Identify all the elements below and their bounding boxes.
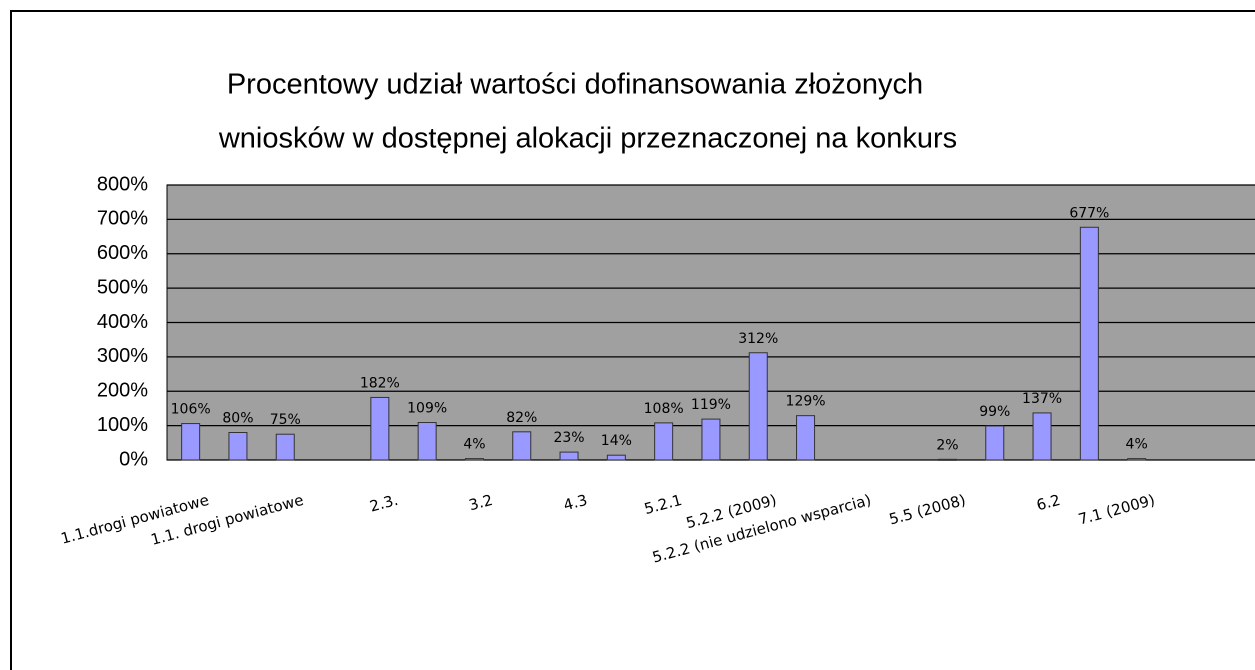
y-tick-label: 600% (97, 242, 148, 264)
bar (464, 458, 484, 461)
data-label: 129% (786, 394, 826, 410)
y-tick-label: 700% (97, 208, 148, 230)
bar (985, 425, 1005, 461)
bar (1032, 412, 1052, 461)
bar (1079, 226, 1099, 461)
data-label: 82% (506, 410, 537, 426)
data-label: 182% (360, 375, 400, 391)
bar (228, 432, 248, 461)
data-label: 4% (1126, 437, 1148, 453)
chart-title: wniosków w dostępnej alokacji przeznaczo… (218, 123, 957, 155)
data-label: 119% (691, 397, 731, 413)
bar (748, 352, 768, 461)
y-tick-label: 200% (97, 380, 148, 402)
y-tick-label: 500% (97, 276, 148, 298)
bar (654, 422, 674, 461)
bar (512, 431, 532, 461)
y-tick-label: 800% (97, 173, 148, 195)
data-label: 23% (553, 430, 584, 446)
bar (417, 422, 437, 461)
y-tick-label: 300% (97, 345, 148, 367)
data-label: 80% (222, 411, 253, 427)
chart-title: Procentowy udział wartości dofinansowani… (227, 69, 923, 101)
bar (1127, 458, 1147, 461)
x-tick-label: 4.3 (562, 491, 590, 515)
y-tick-label: 400% (97, 311, 148, 333)
data-label: 108% (644, 401, 684, 417)
data-label: 106% (171, 402, 211, 418)
data-label: 4% (463, 437, 485, 453)
y-tick-label: 100% (97, 414, 148, 436)
x-tick-label: 3.2 (467, 491, 495, 515)
data-label: 109% (407, 401, 447, 417)
data-label: 99% (979, 404, 1010, 420)
data-label: 137% (1022, 391, 1062, 407)
data-label: 2% (936, 437, 958, 453)
bar (796, 415, 816, 461)
bar (275, 433, 295, 461)
data-label: 312% (738, 331, 778, 347)
bar (606, 454, 626, 461)
bar (559, 451, 579, 461)
data-label: 677% (1069, 205, 1109, 221)
y-tick-label: 0% (119, 448, 148, 470)
bar (701, 418, 721, 461)
data-label: 14% (601, 433, 632, 449)
bar (937, 458, 957, 461)
x-tick-label: 6.2 (1035, 491, 1063, 515)
bar (370, 396, 390, 461)
bar (181, 423, 201, 461)
data-label: 75% (270, 412, 301, 428)
